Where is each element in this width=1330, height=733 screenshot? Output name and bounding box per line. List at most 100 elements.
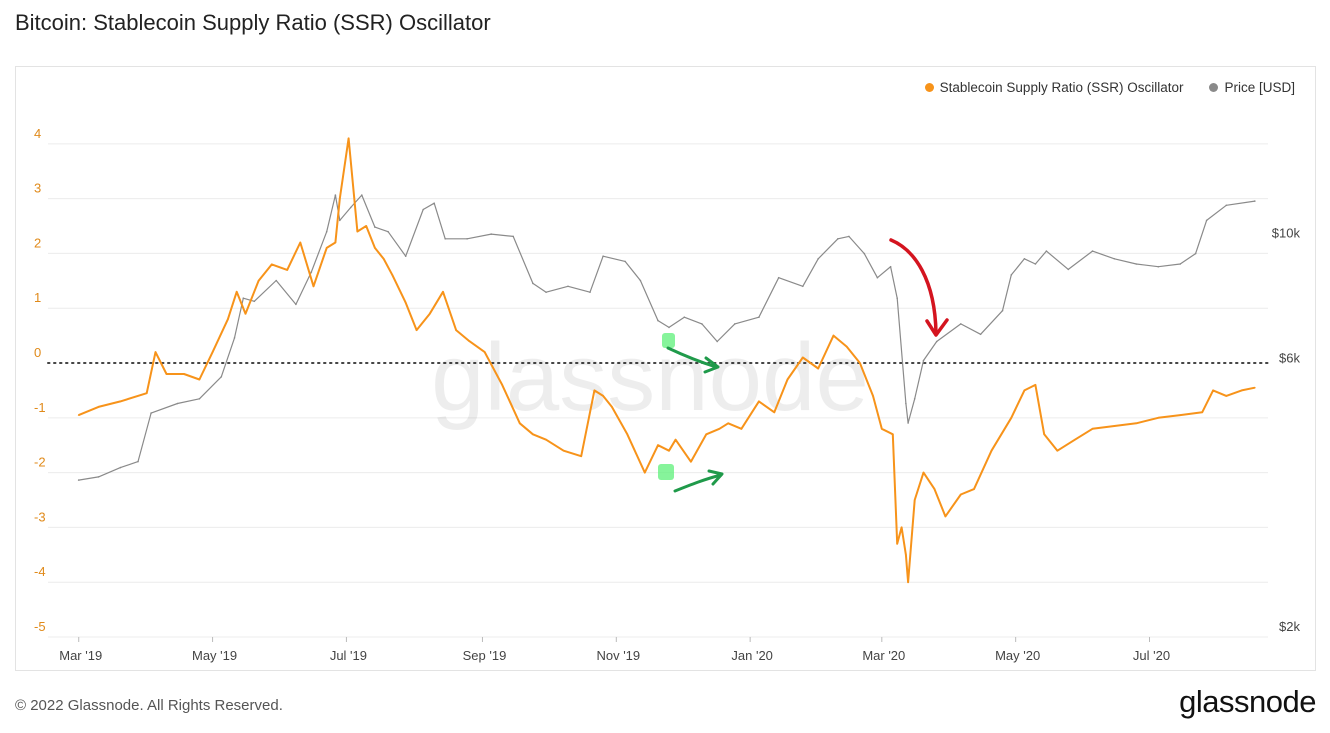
y-left-tick-label: 0 bbox=[34, 345, 41, 360]
data-point bbox=[1157, 265, 1160, 268]
data-point bbox=[1091, 428, 1094, 430]
data-point bbox=[705, 433, 708, 436]
x-tick-label: Jul '20 bbox=[1133, 648, 1170, 663]
data-point bbox=[701, 323, 703, 325]
data-point bbox=[1023, 258, 1026, 260]
x-tick-label: Mar '20 bbox=[862, 648, 905, 663]
data-point bbox=[960, 493, 962, 496]
annotation-arrowhead-green bbox=[707, 469, 724, 486]
data-point bbox=[602, 395, 604, 397]
y-left-tick-label: 1 bbox=[34, 290, 41, 305]
data-point bbox=[913, 398, 916, 400]
data-point bbox=[922, 359, 925, 362]
data-point bbox=[1201, 411, 1203, 414]
data-point bbox=[1010, 417, 1013, 419]
y-left-tick-label: -1 bbox=[34, 400, 46, 415]
data-point bbox=[429, 312, 431, 315]
x-tick-label: May '20 bbox=[995, 648, 1040, 663]
data-point bbox=[832, 334, 835, 337]
data-point bbox=[674, 438, 677, 441]
data-point bbox=[837, 238, 839, 240]
data-point bbox=[275, 279, 278, 282]
data-point bbox=[1225, 204, 1228, 207]
data-point bbox=[690, 460, 692, 463]
data-point bbox=[872, 395, 874, 397]
y-left-tick-label: -2 bbox=[34, 455, 46, 470]
data-point bbox=[339, 197, 341, 200]
data-point bbox=[740, 428, 743, 430]
legend-price-label: Price [USD] bbox=[1224, 80, 1295, 95]
data-point bbox=[1135, 263, 1138, 265]
data-point bbox=[896, 297, 898, 300]
legend-ssr-label: Stablecoin Supply Ratio (SSR) Oscillator bbox=[939, 80, 1184, 95]
data-point bbox=[242, 297, 245, 300]
data-point bbox=[257, 280, 260, 282]
data-point bbox=[198, 378, 201, 381]
data-point bbox=[1091, 250, 1094, 252]
data-point bbox=[657, 319, 659, 322]
data-point bbox=[382, 258, 385, 260]
data-point bbox=[404, 301, 407, 304]
data-point bbox=[718, 428, 721, 430]
data-point bbox=[668, 449, 670, 452]
data-point bbox=[1034, 263, 1037, 265]
data-point bbox=[905, 554, 907, 556]
data-point bbox=[176, 402, 179, 405]
data-point bbox=[892, 433, 894, 436]
x-tick-label: Sep '19 bbox=[463, 648, 507, 663]
legend-price-dot bbox=[1209, 83, 1219, 92]
data-point bbox=[845, 345, 848, 348]
data-point bbox=[777, 276, 780, 279]
data-point bbox=[415, 329, 418, 331]
data-point bbox=[602, 255, 604, 257]
legend-item-price[interactable]: Price [USD] bbox=[1209, 80, 1295, 95]
data-point bbox=[639, 279, 642, 282]
data-point bbox=[374, 247, 376, 249]
data-point bbox=[876, 276, 879, 279]
data-point bbox=[1135, 422, 1138, 425]
data-point bbox=[356, 230, 359, 233]
data-point bbox=[683, 316, 686, 319]
data-point bbox=[1194, 252, 1197, 255]
data-point bbox=[1001, 309, 1004, 312]
data-point bbox=[387, 230, 389, 233]
data-point bbox=[545, 438, 547, 441]
data-point bbox=[334, 194, 337, 196]
legend-item-ssr[interactable]: Stablecoin Supply Ratio (SSR) Oscillator bbox=[924, 80, 1184, 95]
data-point bbox=[896, 543, 898, 545]
data-point bbox=[889, 265, 892, 268]
y-left-tick-label: 2 bbox=[34, 235, 41, 250]
data-point bbox=[483, 351, 486, 353]
data-point bbox=[960, 323, 962, 325]
data-point bbox=[1205, 219, 1208, 222]
data-point bbox=[442, 291, 444, 293]
data-point bbox=[973, 488, 975, 490]
watermark-text: glassnode bbox=[431, 324, 869, 431]
data-point bbox=[913, 499, 916, 501]
data-point bbox=[339, 219, 341, 222]
data-point bbox=[1045, 250, 1048, 252]
data-point bbox=[802, 356, 804, 359]
data-point bbox=[350, 206, 352, 209]
data-point bbox=[183, 373, 185, 375]
data-point bbox=[933, 488, 936, 490]
data-point bbox=[734, 323, 736, 325]
annotation-arrowhead-red bbox=[925, 318, 949, 337]
data-point bbox=[907, 581, 909, 583]
data-point bbox=[611, 406, 613, 408]
data-point bbox=[145, 392, 148, 395]
data-point bbox=[1113, 258, 1116, 260]
data-point bbox=[1067, 268, 1070, 271]
data-point bbox=[325, 247, 328, 249]
data-point bbox=[817, 367, 819, 370]
data-point bbox=[519, 422, 521, 425]
series-group-price bbox=[77, 194, 1256, 481]
annotation-arrow-red bbox=[889, 238, 938, 335]
data-point bbox=[1254, 200, 1256, 202]
x-tick-label: Nov '19 bbox=[596, 648, 640, 663]
data-point bbox=[532, 433, 534, 436]
data-point bbox=[325, 230, 328, 233]
data-point bbox=[1179, 414, 1181, 416]
data-point bbox=[361, 194, 363, 196]
data-point bbox=[466, 238, 468, 240]
